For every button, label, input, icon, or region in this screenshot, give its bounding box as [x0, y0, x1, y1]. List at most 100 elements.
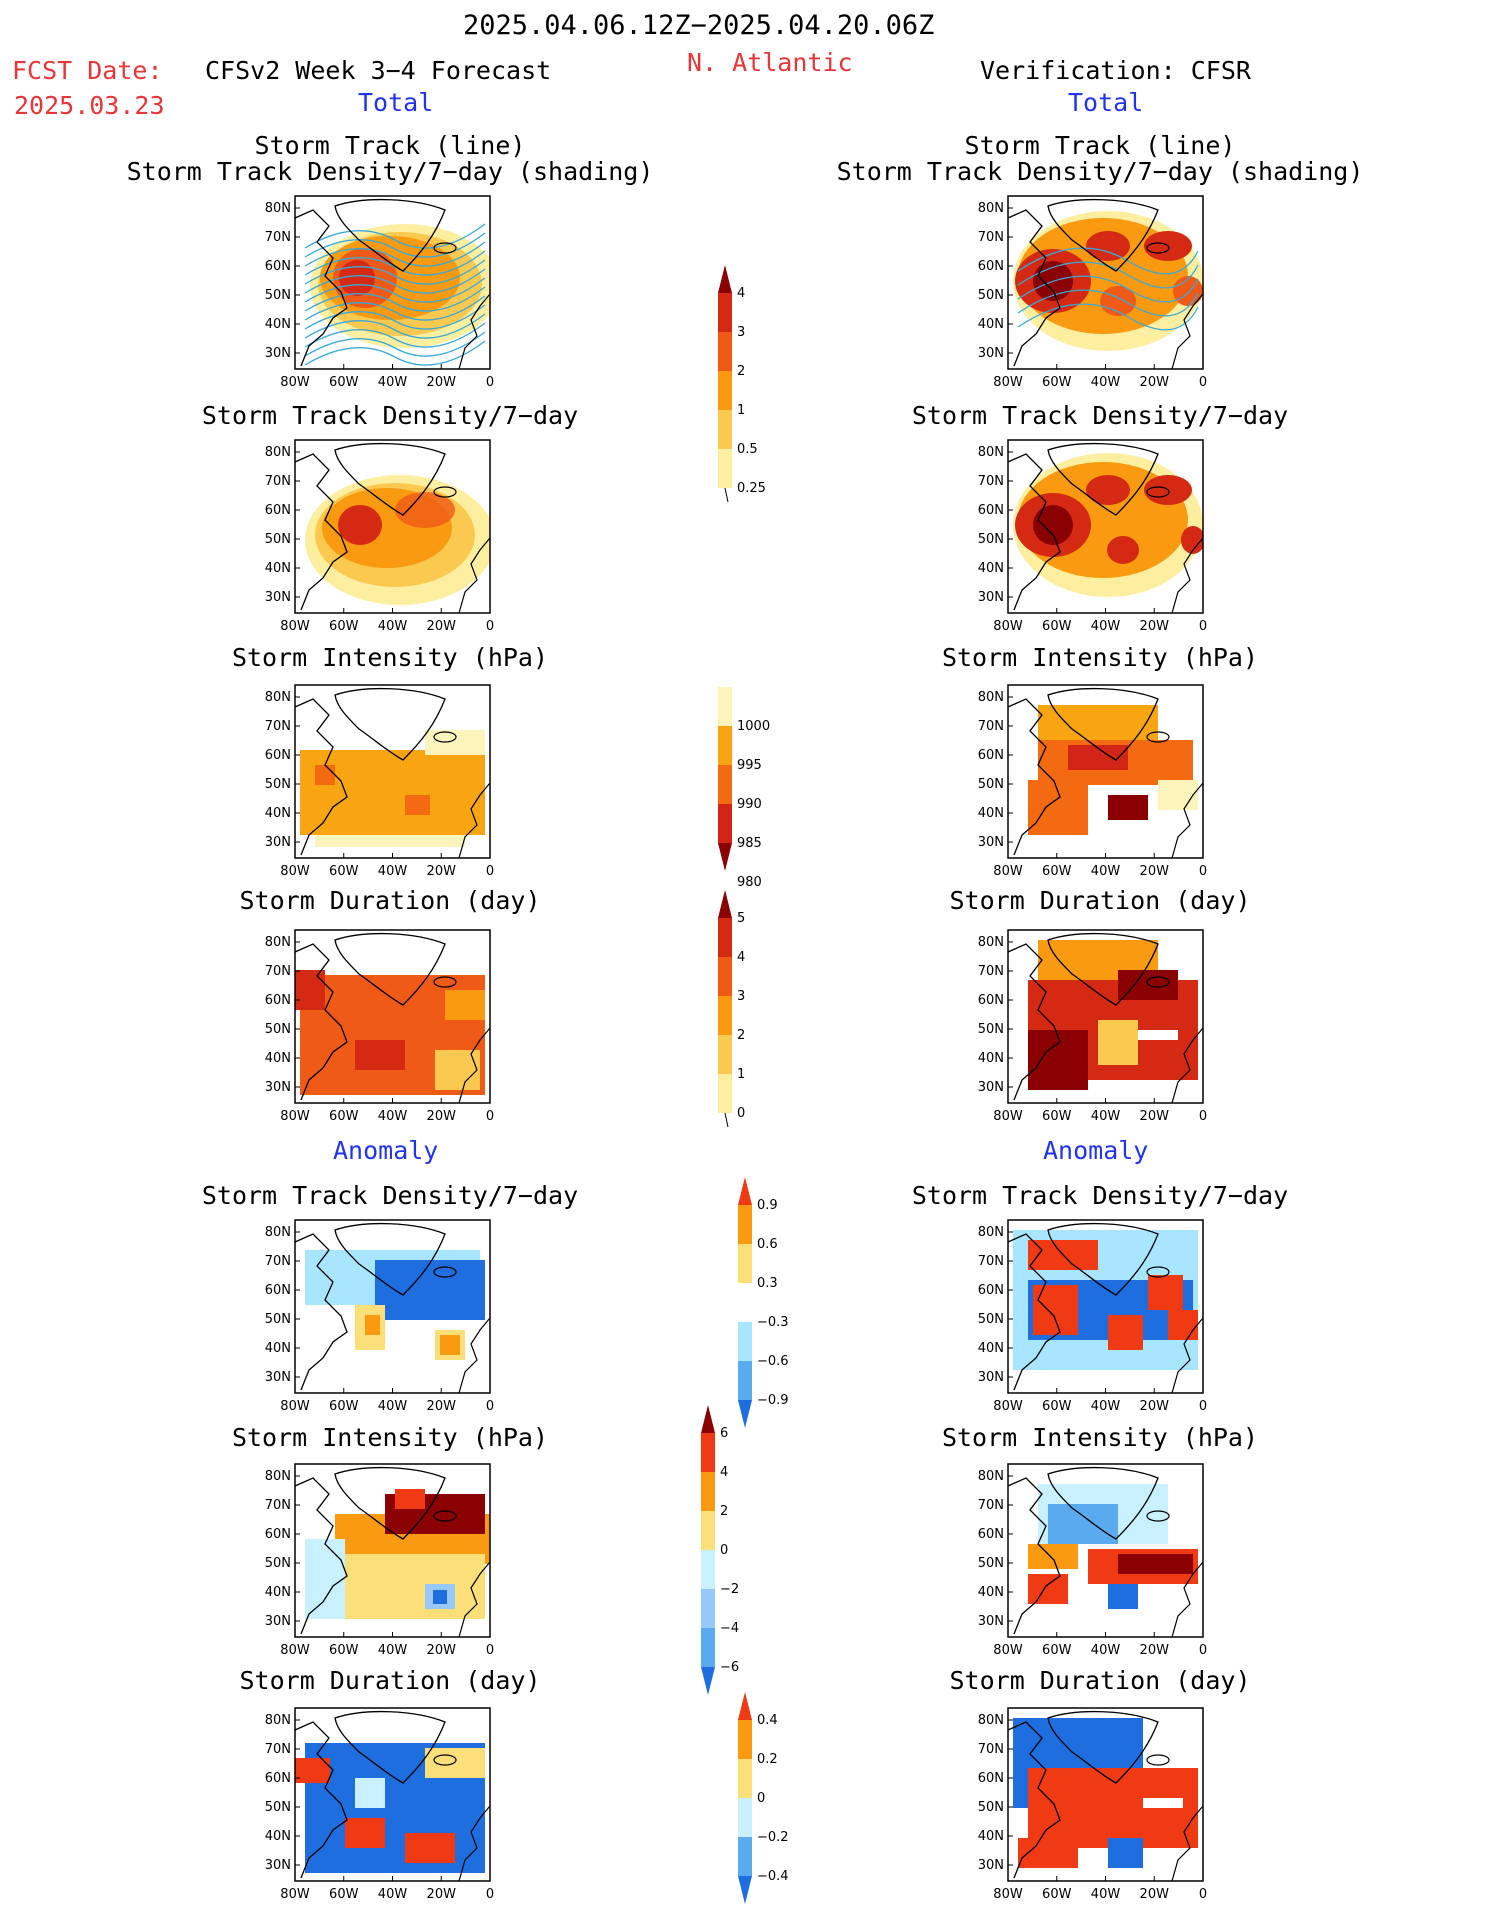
map-density-anomaly-forecast: 80N 70N 60N 50N 40N 30N 80W 60W 40W 20W 0: [265, 1219, 494, 1414]
storm-track-line: [304, 250, 486, 276]
colorbar-label: 3: [737, 989, 745, 1004]
colorbar-segment: [701, 1589, 715, 1628]
title-duration-left: Storm Duration (day): [239, 886, 541, 915]
lat-tick-label: 50N: [265, 777, 291, 792]
north-america-coastline: [1008, 1233, 1061, 1391]
lon-tick-label: 60W: [1042, 619, 1072, 634]
date-range-title: 2025.04.06.12Z−2025.04.20.06Z: [463, 10, 935, 41]
lon-tick-label: 20W: [1140, 1109, 1170, 1124]
lon-tick-label: 40W: [1091, 1643, 1121, 1658]
colorbar-label: 995: [737, 758, 762, 773]
title-track-line-right: Storm Track (line): [964, 131, 1236, 160]
storm-track-line: [304, 268, 486, 294]
colorbar-duration-anomaly: 0.4 0.2 0 −0.2 −0.4: [738, 1692, 789, 1904]
colorbar-segment: [701, 1550, 715, 1589]
lat-tick-label: 80N: [265, 1713, 291, 1728]
lat-tick-label: 30N: [265, 346, 291, 361]
section-anomaly-left: Anomaly: [333, 1136, 439, 1165]
map-duration-forecast: 80N 70N 60N 50N 40N 30N 80W 60W 40W 20W 0: [265, 929, 494, 1124]
lon-tick-label: 60W: [329, 619, 359, 634]
lat-tick-label: 80N: [978, 1713, 1004, 1728]
lon-tick-label: 80W: [993, 375, 1023, 390]
iceland-coastline: [433, 1510, 457, 1522]
lat-tick-label: 60N: [265, 259, 291, 274]
lon-tick-label: 40W: [1091, 619, 1121, 634]
map-track-verification: 80N 70N 60N 50N 40N 30N 80W 60W 40W 20W 0: [978, 195, 1207, 390]
lon-tick-label: 0: [486, 1643, 494, 1658]
lon-tick-label: 80W: [993, 1887, 1023, 1902]
map-intensity-verification: 80N 70N 60N 50N 40N 30N 80W 60W 40W 20W 0: [978, 684, 1207, 879]
colorbar-segment: [701, 1628, 715, 1667]
title-density-anom-right: Storm Track Density/7−day: [911, 1181, 1289, 1210]
colorbar-segment: [718, 804, 732, 843]
lat-tick-label: 40N: [265, 1341, 291, 1356]
lat-tick-label: 50N: [978, 777, 1004, 792]
colorbar-label: −4: [720, 1621, 739, 1636]
colorbar-label: 4: [720, 1465, 728, 1480]
lat-tick-label: 70N: [265, 964, 291, 979]
colorbar-density-anomaly: 0.9 0.6 0.3 −0.3 −0.6 −0.9: [738, 1177, 789, 1428]
iceland-coastline: [433, 242, 457, 254]
lon-tick-label: 60W: [329, 864, 359, 879]
europe-africa-coastline: [458, 293, 490, 369]
lat-tick-label: 60N: [265, 748, 291, 763]
greenland-coastline: [1047, 442, 1159, 516]
colorbar-segment: [738, 1837, 752, 1876]
lat-tick-label: 40N: [265, 317, 291, 332]
greenland-coastline: [334, 1466, 446, 1540]
lon-tick-label: 0: [486, 1109, 494, 1124]
iceland-coastline: [433, 1754, 457, 1766]
colorbar-segment: [718, 726, 732, 765]
colorbar-segment: [718, 765, 732, 804]
lon-tick-label: 40W: [378, 1109, 408, 1124]
section-total-right: Total: [1068, 88, 1144, 117]
greenland-coastline: [334, 932, 446, 1006]
colorbar-segment: [738, 1400, 752, 1428]
north-america-coastline: [295, 698, 348, 856]
colorbar-duration-total: 5 4 3 2 1 0: [718, 890, 745, 1128]
iceland-coastline: [433, 731, 457, 743]
europe-africa-coastline: [458, 1027, 490, 1103]
north-america-coastline: [1008, 1477, 1061, 1635]
map-duration-verification: 80N 70N 60N 50N 40N 30N 80W 60W 40W 20W 0: [978, 929, 1207, 1124]
colorbar-label: 1000: [737, 719, 770, 734]
lat-tick-label: 40N: [265, 1585, 291, 1600]
storm-track-line: [304, 295, 486, 321]
lon-tick-label: 0: [1199, 1887, 1207, 1902]
north-america-coastline: [295, 209, 348, 367]
colorbar-segment: [738, 1283, 752, 1322]
greenland-coastline: [1047, 1466, 1159, 1540]
lat-tick-label: 80N: [265, 1225, 291, 1240]
lon-tick-label: 60W: [329, 1399, 359, 1414]
lat-tick-label: 50N: [978, 1022, 1004, 1037]
lon-tick-label: 80W: [993, 864, 1023, 879]
colorbar-segment: [738, 1876, 752, 1904]
europe-africa-coastline: [1171, 293, 1203, 369]
colorbar-label: 990: [737, 797, 762, 812]
fcst-date-label: FCST Date:: [12, 56, 163, 85]
iceland-coastline: [433, 1266, 457, 1278]
lon-tick-label: 20W: [427, 1643, 457, 1658]
map-duration-anomaly-forecast: 80N 70N 60N 50N 40N 30N 80W 60W 40W 20W 0: [265, 1707, 494, 1902]
lon-tick-label: 20W: [427, 1109, 457, 1124]
lon-tick-label: 80W: [280, 864, 310, 879]
region-title: N. Atlantic: [687, 48, 853, 77]
title-density-anom-left: Storm Track Density/7−day: [201, 1181, 579, 1210]
colorbar-label: 4: [737, 286, 745, 301]
lat-tick-label: 50N: [978, 532, 1004, 547]
section-anomaly-right: Anomaly: [1043, 1136, 1149, 1165]
lon-tick-label: 0: [486, 375, 494, 390]
iceland-coastline: [433, 486, 457, 498]
lat-tick-label: 50N: [978, 288, 1004, 303]
lon-tick-label: 80W: [280, 1399, 310, 1414]
europe-africa-coastline: [1171, 1805, 1203, 1881]
europe-africa-coastline: [458, 1805, 490, 1881]
lon-tick-label: 0: [1199, 1109, 1207, 1124]
title-density-left: Storm Track Density/7−day: [201, 401, 579, 430]
lat-tick-label: 30N: [978, 1858, 1004, 1873]
lat-tick-label: 30N: [978, 835, 1004, 850]
lat-tick-label: 80N: [978, 690, 1004, 705]
north-america-coastline: [1008, 1721, 1061, 1879]
lat-tick-label: 60N: [265, 1527, 291, 1542]
colorbar-label: 6: [720, 1426, 728, 1441]
